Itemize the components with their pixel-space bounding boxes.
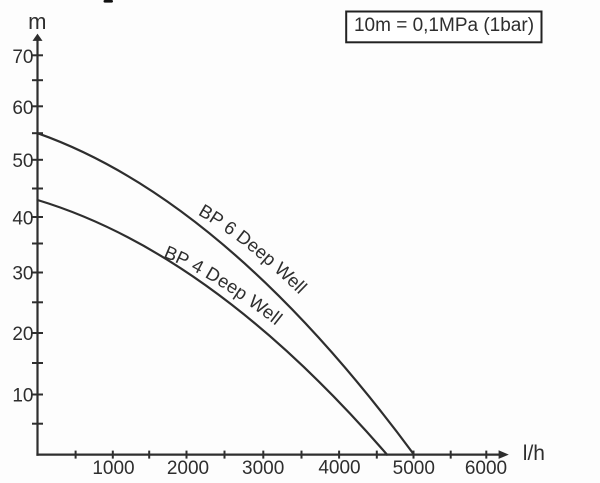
svg-text:6000: 6000: [465, 458, 507, 479]
svg-text:50: 50: [12, 151, 33, 172]
svg-text:2000: 2000: [167, 458, 209, 479]
svg-text:3000: 3000: [242, 458, 284, 479]
svg-text:4000: 4000: [318, 458, 360, 479]
svg-text:30: 30: [12, 264, 33, 285]
svg-text:70: 70: [12, 47, 33, 68]
svg-text:l/h: l/h: [523, 442, 545, 465]
svg-text:m: m: [28, 9, 46, 34]
svg-text:20: 20: [12, 324, 33, 345]
svg-text:60: 60: [12, 98, 33, 119]
svg-text:1000: 1000: [92, 458, 134, 479]
svg-text:10m = 0,1MPa (1bar): 10m = 0,1MPa (1bar): [354, 15, 534, 36]
svg-text:40: 40: [12, 208, 33, 229]
svg-text:10: 10: [12, 385, 33, 406]
svg-text:5000: 5000: [393, 458, 435, 479]
